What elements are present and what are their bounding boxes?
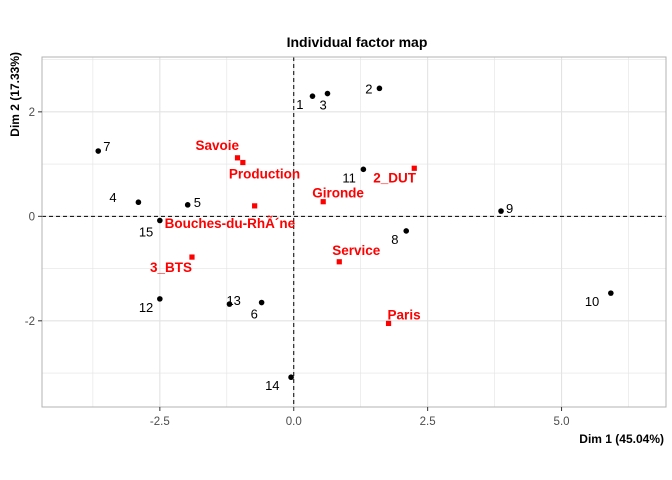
modality-point-Savoie: [234, 155, 241, 161]
modality-point-2_DUT: [411, 165, 417, 171]
modality-label: Gironde: [312, 186, 364, 201]
modality-point-3_BTS: [189, 254, 195, 260]
individual-point-5: [184, 202, 191, 208]
individual-point-7: [95, 148, 102, 154]
x-tick-label: 2.5: [420, 416, 436, 428]
individual-point-13: [226, 301, 233, 307]
modality-point-Paris: [385, 320, 392, 327]
individual-point-2: [376, 85, 383, 92]
y-tick-label: 0: [29, 211, 35, 223]
individual-label-12: 12: [139, 300, 153, 315]
modality-label: 3_BTS: [150, 260, 192, 275]
modality-label: Bouches-du-RhÃ´ne: [165, 216, 296, 231]
individual-point-4: [135, 199, 142, 206]
individual-point-11: [360, 166, 367, 173]
x-axis-label: Dim 1 (45.04%): [579, 432, 664, 446]
individual-point-9: [498, 208, 504, 214]
individual-label-1: 1: [296, 97, 303, 112]
individual-point-3: [324, 90, 331, 97]
individual-label-2: 2: [365, 81, 372, 96]
individual-label-11: 11: [342, 170, 356, 185]
modality-label: Savoie: [196, 138, 240, 153]
individual-label-13: 13: [226, 293, 240, 308]
x-tick-label: 0.0: [286, 416, 302, 428]
individual-label-6: 6: [251, 307, 258, 322]
reference-lines: [42, 57, 666, 407]
individual-label-10: 10: [585, 294, 599, 309]
y-axis-label: Dim 2 (17.33%): [8, 52, 22, 137]
x-tick-label: 5.0: [554, 416, 570, 428]
axis-ticks: -2.5 0.0 2.5 5.0 -2 0 2: [25, 107, 570, 428]
grid-lines: [42, 57, 666, 407]
individual-point-6: [258, 299, 265, 306]
modality-label: Production: [229, 167, 300, 182]
individual-point-12: [157, 296, 163, 302]
individual-point-10: [608, 290, 614, 296]
individual-label-4: 4: [109, 190, 116, 205]
individual-label-15: 15: [139, 225, 153, 240]
modality-point-Production: [240, 159, 246, 166]
modality-label: Paris: [388, 307, 421, 322]
individual-label-7: 7: [103, 139, 110, 154]
modality-point-Bouches-du-RhÃ´ne: [252, 203, 258, 209]
individual-label-3: 3: [319, 98, 326, 113]
panel-border: [41, 56, 667, 408]
y-tick-label: -2: [25, 316, 35, 328]
individual-point-15: [157, 217, 163, 224]
modality-point-Service: [336, 259, 342, 265]
modality-label: Service: [332, 243, 381, 258]
individual-point-1: [309, 93, 316, 99]
individual-label-5: 5: [194, 195, 201, 210]
data-points: [95, 85, 614, 381]
individual-label-9: 9: [506, 201, 513, 216]
modality-point-Gironde: [320, 199, 326, 205]
individual-label-14: 14: [265, 378, 279, 393]
chart-title: Individual factor map: [287, 34, 428, 50]
individual-label-8: 8: [391, 232, 398, 247]
x-tick-label: -2.5: [150, 416, 170, 428]
individual-point-8: [403, 228, 410, 234]
modality-label: 2_DUT: [373, 170, 417, 185]
individual-point-14: [288, 374, 294, 381]
y-tick-label: 2: [29, 107, 35, 119]
